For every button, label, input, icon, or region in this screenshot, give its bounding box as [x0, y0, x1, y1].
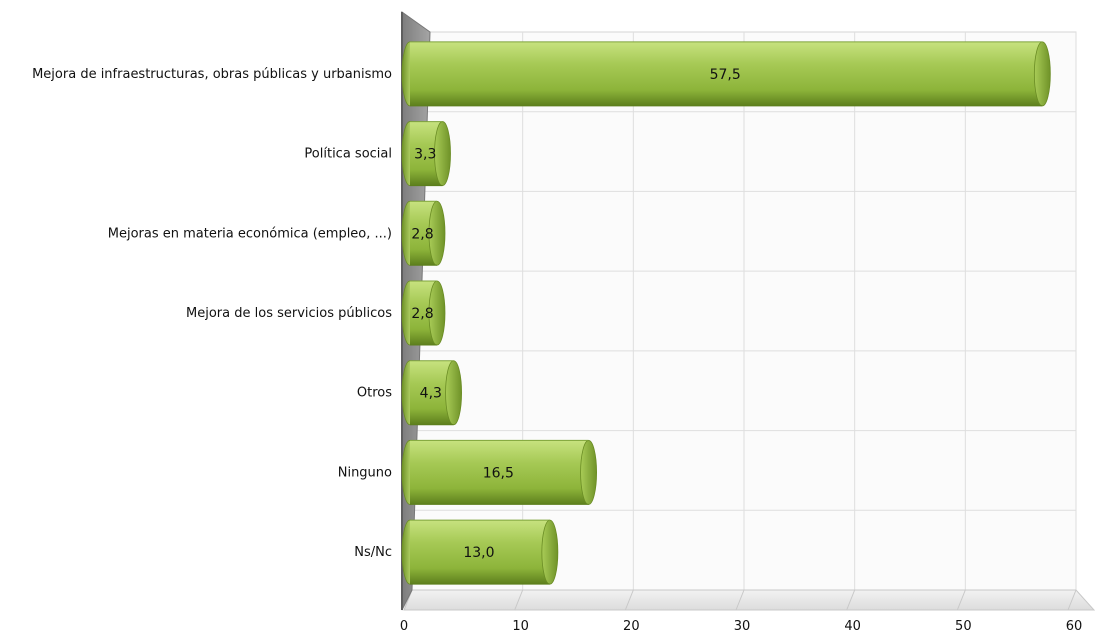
- category-label: Mejoras en materia económica (empleo, ..…: [108, 226, 392, 241]
- x-tick-label: 30: [734, 619, 751, 634]
- floor-tick: [956, 589, 966, 611]
- category-label: Mejora de infraestructuras, obras públic…: [32, 67, 392, 82]
- bar: [401, 280, 446, 346]
- x-tick-label: 40: [844, 619, 861, 634]
- floor-tick: [1067, 589, 1077, 611]
- bar-end-cap: [541, 519, 559, 585]
- bar: [401, 200, 446, 266]
- plot-floor: [403, 589, 1096, 611]
- data-label: 4,3: [420, 386, 442, 402]
- bar-end-cap: [580, 440, 597, 505]
- bar-end-cap: [434, 121, 451, 186]
- data-label: 3,3: [414, 147, 436, 163]
- bar: [401, 121, 451, 187]
- x-tick-label: 0: [400, 619, 408, 634]
- data-label: 2,8: [411, 226, 433, 242]
- bar-body: [410, 41, 1043, 106]
- data-label: 16,5: [483, 465, 514, 481]
- category-label: Otros: [357, 386, 392, 401]
- x-tick-label: 20: [623, 619, 640, 634]
- bar-body: [410, 520, 550, 585]
- floor-tick: [846, 589, 856, 611]
- bar: [401, 41, 1051, 107]
- category-label: Ns/Nc: [354, 545, 392, 560]
- floor-tick: [514, 589, 524, 611]
- x-tick-label: 10: [512, 619, 529, 634]
- bar-end-cap: [1033, 41, 1051, 107]
- bar: [401, 439, 597, 505]
- floor-tick: [624, 589, 634, 611]
- bar: [401, 519, 559, 585]
- data-label: 13,0: [463, 545, 494, 561]
- data-label: 57,5: [710, 67, 741, 83]
- category-label: Política social: [304, 147, 392, 162]
- bar: [401, 360, 462, 426]
- x-tick-label: 50: [955, 619, 972, 634]
- bar-body: [410, 440, 589, 505]
- category-label: Ninguno: [338, 465, 392, 480]
- floor-tick: [735, 589, 745, 611]
- data-label: 2,8: [411, 306, 433, 322]
- bar-end-cap: [445, 360, 462, 426]
- x-tick-label: 60: [1066, 619, 1083, 634]
- category-label: Mejora de los servicios públicos: [186, 306, 392, 321]
